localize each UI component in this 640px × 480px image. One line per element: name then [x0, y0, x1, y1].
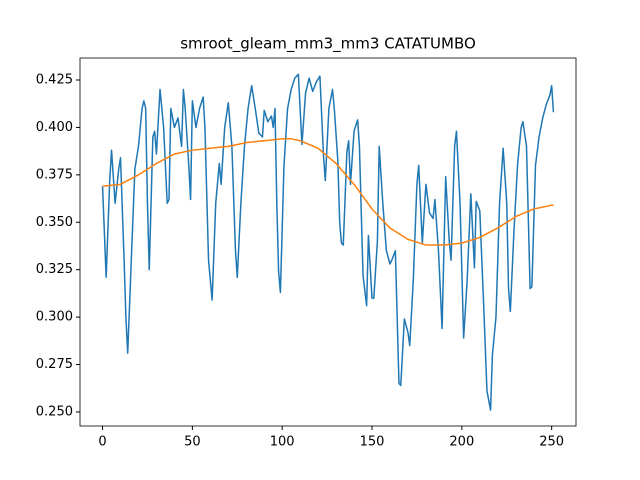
x-tick-label: 50 [184, 435, 201, 450]
y-tick-label: 0.275 [36, 357, 73, 372]
plot-frame [79, 57, 577, 427]
y-tick-label: 0.325 [36, 262, 73, 277]
x-tick-label: 200 [449, 435, 474, 450]
x-tick-label: 0 [98, 435, 106, 450]
y-tick-label: 0.375 [36, 167, 73, 182]
y-tick-label: 0.250 [36, 404, 73, 419]
x-tick-label: 100 [270, 435, 295, 450]
x-tick-label: 150 [360, 435, 385, 450]
chart-title: smroot_gleam_mm3_mm3 CATATUMBO [180, 35, 476, 54]
y-tick-label: 0.400 [36, 120, 73, 135]
data-line [102, 138, 554, 246]
y-tick-label: 0.300 [36, 310, 73, 325]
x-tick-label: 250 [539, 435, 564, 450]
y-tick-label: 0.425 [36, 73, 73, 88]
y-tick-label: 0.350 [36, 215, 73, 230]
data-line [101, 73, 555, 411]
